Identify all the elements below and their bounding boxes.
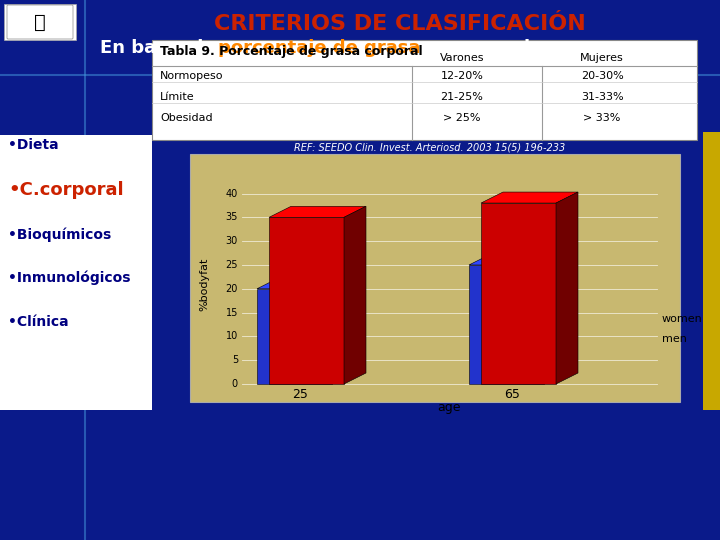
Text: •C.corporal: •C.corporal: [8, 181, 124, 199]
Bar: [269, 217, 344, 384]
Text: 10: 10: [226, 332, 238, 341]
Text: corporal: corporal: [440, 39, 530, 57]
Text: 31-33%: 31-33%: [581, 92, 624, 102]
Text: •Inmunológicos: •Inmunológicos: [8, 271, 130, 285]
Text: porcentaje de grasa: porcentaje de grasa: [218, 39, 420, 57]
Polygon shape: [257, 278, 354, 289]
Text: 15: 15: [225, 308, 238, 318]
Text: •Bioquímicos: •Bioquímicos: [8, 228, 112, 242]
Polygon shape: [344, 206, 366, 384]
Text: 20-30%: 20-30%: [580, 71, 624, 81]
Bar: [703, 132, 720, 410]
Text: Límite: Límite: [160, 92, 194, 102]
Text: En base al: En base al: [100, 39, 210, 57]
Text: 0: 0: [232, 379, 238, 389]
Text: %bodyfat: %bodyfat: [199, 258, 209, 310]
FancyBboxPatch shape: [7, 5, 73, 39]
Text: Tabla 9. Porcentaje de grasa corporal: Tabla 9. Porcentaje de grasa corporal: [160, 45, 423, 58]
Bar: [0, 135, 152, 410]
Text: 21-25%: 21-25%: [441, 92, 483, 102]
Text: 5: 5: [232, 355, 238, 365]
Text: 25: 25: [225, 260, 238, 270]
Polygon shape: [544, 254, 566, 384]
Polygon shape: [469, 254, 566, 265]
Bar: [469, 265, 544, 384]
Polygon shape: [556, 192, 578, 384]
Text: > 25%: > 25%: [444, 113, 481, 123]
Text: 12-20%: 12-20%: [441, 71, 483, 81]
Text: 🏛: 🏛: [34, 12, 46, 31]
Text: •Dieta: •Dieta: [8, 138, 58, 152]
Text: Varones: Varones: [440, 53, 485, 63]
Bar: [152, 40, 697, 140]
Bar: [257, 289, 332, 384]
Polygon shape: [269, 206, 366, 217]
Bar: [190, 154, 680, 402]
Text: 30: 30: [226, 236, 238, 246]
Text: > 33%: > 33%: [583, 113, 621, 123]
Text: Normopeso: Normopeso: [160, 71, 223, 81]
Bar: [4, 4, 76, 40]
Text: Obesidad: Obesidad: [160, 113, 212, 123]
Text: women: women: [662, 314, 703, 324]
Text: REF: SEEDO Clin. Invest. Arteriosd. 2003 15(5) 196-233: REF: SEEDO Clin. Invest. Arteriosd. 2003…: [294, 142, 566, 152]
Text: •Clínica: •Clínica: [8, 315, 68, 329]
Text: 65: 65: [505, 388, 521, 401]
Bar: [481, 203, 556, 384]
Polygon shape: [332, 278, 354, 384]
Text: 35: 35: [225, 212, 238, 222]
Polygon shape: [481, 192, 578, 203]
Text: age: age: [438, 402, 462, 415]
Text: CRITERIOS DE CLASIFICACIÓN: CRITERIOS DE CLASIFICACIÓN: [214, 14, 586, 34]
Text: 20: 20: [225, 284, 238, 294]
Text: Mujeres: Mujeres: [580, 53, 624, 63]
Text: men: men: [662, 334, 687, 344]
Text: 25: 25: [292, 388, 308, 401]
Text: 40: 40: [226, 188, 238, 199]
